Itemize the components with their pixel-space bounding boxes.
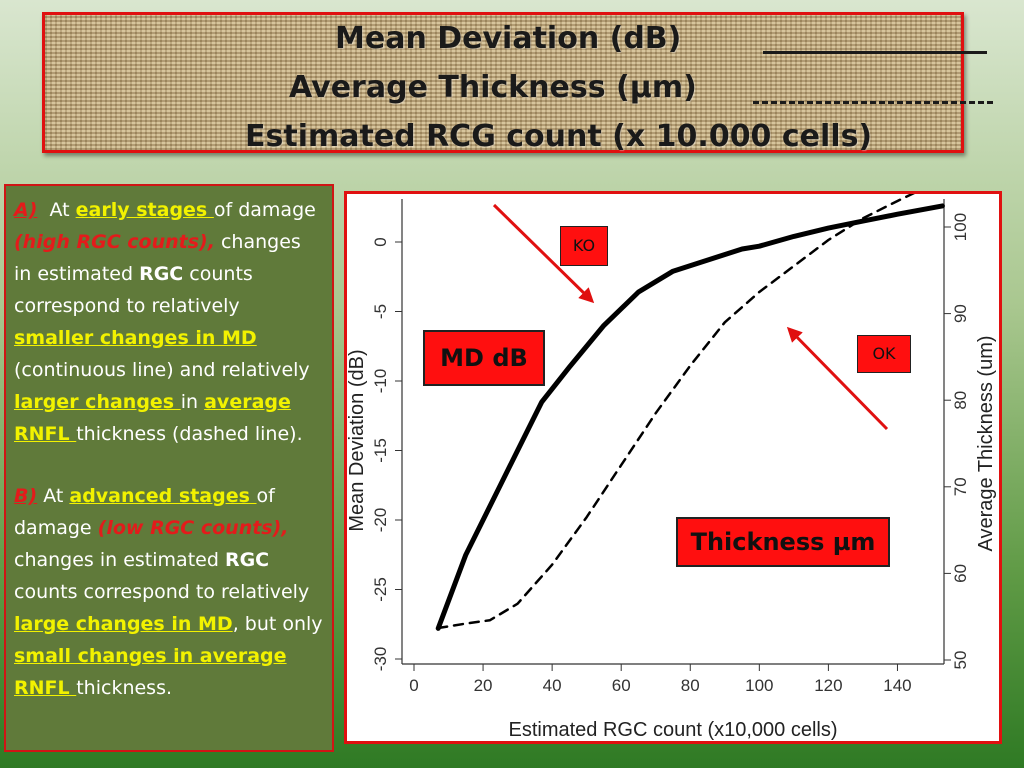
md-series-line (435, 203, 945, 631)
y-tick-label: 0 (371, 237, 390, 246)
highlight-average-rnfl: average RNFL (14, 391, 291, 445)
x-tick-label: 0 (409, 676, 418, 695)
axes: 0 20 40 60 80 100 120 140 0 -5 -10 -15 -20 -25 -30 50 60… (347, 199, 997, 741)
solid-line-legend (763, 51, 987, 54)
x-axis-title: Estimated RGC count (x10,000 cells) (508, 719, 837, 741)
y-tick-label: -20 (371, 508, 390, 533)
y-tick-label: -30 (371, 647, 390, 672)
series (435, 194, 945, 631)
explanation-panel: A) At early stages of damage (high RGC c… (4, 184, 334, 752)
emphasis-low-rgc: (low RGC counts), (97, 517, 289, 539)
x-tick-label: 120 (814, 676, 842, 695)
ko-arrow (492, 203, 595, 304)
highlight-large-changes: large changes in MD (14, 613, 233, 635)
y2-tick-label: 80 (951, 391, 970, 410)
y-tick-label: -25 (371, 577, 390, 602)
y2-tick-label: 90 (951, 304, 970, 323)
chart-panel: 0 20 40 60 80 100 120 140 0 -5 -10 -15 -20 -25 -30 50 60… (344, 191, 1002, 744)
y-tick-label: -15 (371, 438, 390, 463)
x-tick-label: 140 (883, 676, 911, 695)
x-tick-label: 20 (474, 676, 493, 695)
paragraph-b: B) At advanced stages of damage (low RGC… (14, 485, 323, 699)
highlight-larger-changes: larger changes (14, 391, 181, 413)
y2-tick-label: 100 (951, 213, 970, 241)
y2-axis-title: Average Thickness (um) (975, 335, 997, 551)
title-banner: Mean Deviation (dB) Average Thickness (µ… (42, 12, 993, 154)
ok-arrow (786, 326, 889, 431)
chart-svg: 0 20 40 60 80 100 120 140 0 -5 -10 -15 -20 -25 -30 50 60… (347, 194, 997, 741)
y-tick-label: -10 (371, 369, 390, 394)
emphasis-high-rgc: (high RGC counts), (14, 231, 215, 253)
title-rgc: Estimated RCG count (x 10.000 cells) (245, 119, 873, 154)
label-a: A) (14, 199, 38, 221)
highlight-early-stages: early stages (75, 199, 214, 221)
thickness-series-line (436, 194, 915, 630)
y2-tick-label: 70 (951, 477, 970, 496)
thickness-badge: Thickness µm (676, 517, 890, 567)
highlight-small-changes: small changes in average RNFL (14, 645, 287, 699)
dashed-line-legend (753, 101, 993, 104)
y-axis-title: Mean Deviation (dB) (347, 349, 368, 531)
x-tick-label: 80 (681, 676, 700, 695)
y-tick-label: -5 (371, 304, 390, 319)
y2-tick-label: 60 (951, 564, 970, 583)
highlight-advanced-stages: advanced stages (69, 485, 257, 507)
x-tick-label: 60 (612, 676, 631, 695)
label-b: B) (14, 485, 38, 507)
x-tick-label: 100 (745, 676, 773, 695)
ok-badge: OK (857, 335, 911, 373)
title-md: Mean Deviation (dB) (335, 21, 682, 56)
y2-tick-label: 50 (951, 651, 970, 670)
x-tick-label: 40 (543, 676, 562, 695)
ko-badge: KO (560, 226, 608, 266)
highlight-smaller-changes: smaller changes in MD (14, 327, 257, 349)
md-db-badge: MD dB (423, 330, 545, 386)
title-thickness: Average Thickness (µm) (289, 70, 697, 105)
paragraph-a: A) At early stages of damage (high RGC c… (14, 199, 316, 445)
